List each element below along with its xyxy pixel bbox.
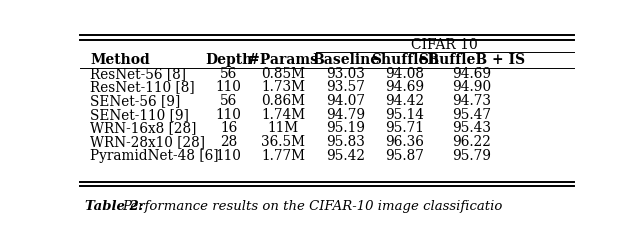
Text: ResNet-110 [8]: ResNet-110 [8]: [90, 81, 195, 94]
Text: 94.69: 94.69: [452, 67, 492, 81]
Text: 11M: 11M: [268, 122, 299, 135]
Text: 94.07: 94.07: [326, 94, 365, 108]
Text: 110: 110: [216, 108, 242, 122]
Text: 36.5M: 36.5M: [261, 135, 305, 149]
Text: WRN-16x8 [28]: WRN-16x8 [28]: [90, 122, 196, 135]
Text: 94.79: 94.79: [326, 108, 365, 122]
Text: 93.03: 93.03: [326, 67, 365, 81]
Text: 56: 56: [220, 94, 237, 108]
Text: PyramidNet-48 [6]: PyramidNet-48 [6]: [90, 149, 218, 163]
Text: Method: Method: [90, 53, 150, 67]
Text: SENet-110 [9]: SENet-110 [9]: [90, 108, 189, 122]
Text: Performance results on the CIFAR-10 image classificatio: Performance results on the CIFAR-10 imag…: [122, 200, 502, 213]
Text: 1.77M: 1.77M: [261, 149, 305, 163]
Text: 95.71: 95.71: [385, 122, 424, 135]
Text: 28: 28: [220, 135, 237, 149]
Text: 94.90: 94.90: [452, 81, 492, 94]
Text: WRN-28x10 [28]: WRN-28x10 [28]: [90, 135, 205, 149]
Text: 95.42: 95.42: [326, 149, 365, 163]
Text: 94.42: 94.42: [385, 94, 424, 108]
Text: 95.19: 95.19: [326, 122, 365, 135]
Text: CIFAR 10: CIFAR 10: [411, 38, 478, 52]
Text: SENet-56 [9]: SENet-56 [9]: [90, 94, 180, 108]
Text: 95.43: 95.43: [452, 122, 492, 135]
Text: 95.79: 95.79: [452, 149, 492, 163]
Text: Baseline: Baseline: [312, 53, 379, 67]
Text: 94.69: 94.69: [385, 81, 424, 94]
Text: ShuffleB + IS: ShuffleB + IS: [419, 53, 525, 67]
Text: 1.74M: 1.74M: [261, 108, 305, 122]
Text: 93.57: 93.57: [326, 81, 365, 94]
Text: 96.22: 96.22: [452, 135, 492, 149]
Text: 94.73: 94.73: [452, 94, 492, 108]
Text: 95.87: 95.87: [385, 149, 424, 163]
Text: 56: 56: [220, 67, 237, 81]
Text: ResNet-56 [8]: ResNet-56 [8]: [90, 67, 186, 81]
Text: 95.83: 95.83: [326, 135, 365, 149]
Text: 110: 110: [216, 81, 242, 94]
Text: 1.73M: 1.73M: [261, 81, 305, 94]
Text: ShuffleB: ShuffleB: [371, 53, 439, 67]
Text: 94.08: 94.08: [385, 67, 424, 81]
Text: 96.36: 96.36: [385, 135, 424, 149]
Text: 0.85M: 0.85M: [261, 67, 305, 81]
Text: #Params: #Params: [248, 53, 318, 67]
Text: 0.86M: 0.86M: [261, 94, 305, 108]
Text: 95.47: 95.47: [452, 108, 492, 122]
Text: Table 2:: Table 2:: [85, 200, 148, 213]
Text: Depth: Depth: [205, 53, 252, 67]
Text: 110: 110: [216, 149, 242, 163]
Text: 16: 16: [220, 122, 237, 135]
Text: 95.14: 95.14: [385, 108, 424, 122]
